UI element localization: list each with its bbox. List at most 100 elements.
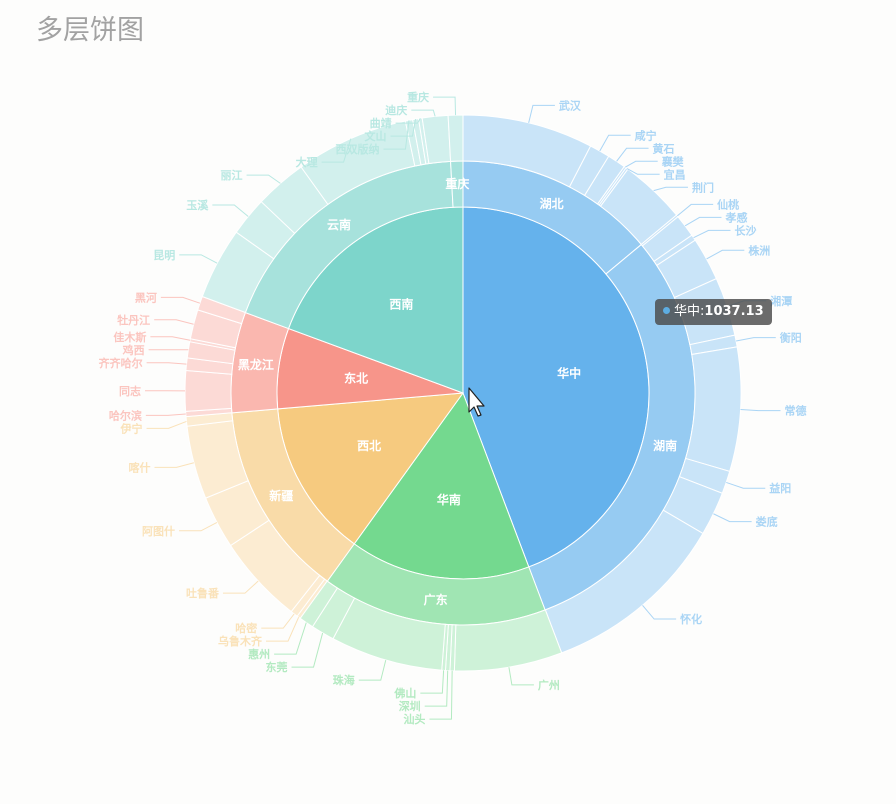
outer-leader-line-13 bbox=[726, 481, 766, 489]
outer-label-35: 黑河 bbox=[135, 290, 157, 304]
tooltip-series-dot bbox=[663, 307, 670, 314]
outer-label-22: 惠州 bbox=[248, 647, 270, 661]
outer-label-18: 深圳 bbox=[399, 699, 421, 713]
middle-label-3: 新疆 bbox=[269, 488, 293, 503]
inner-label-1: 华南 bbox=[437, 492, 461, 507]
outer-leader-line-44 bbox=[433, 96, 457, 116]
outer-label-0: 武汉 bbox=[559, 98, 582, 112]
outer-label-44: 重庆 bbox=[407, 90, 429, 104]
outer-leader-line-17 bbox=[429, 670, 453, 720]
outer-leader-line-34 bbox=[154, 319, 194, 325]
outer-label-2: 黄石 bbox=[653, 141, 675, 155]
outer-label-16: 广州 bbox=[538, 678, 560, 692]
outer-leader-line-5 bbox=[653, 186, 688, 192]
outer-slice-44[interactable] bbox=[447, 114, 464, 162]
outer-label-26: 阿图什 bbox=[142, 524, 175, 538]
outer-label-38: 丽江 bbox=[221, 168, 243, 182]
middle-label-1: 湖南 bbox=[653, 438, 677, 453]
outer-label-39: 大理 bbox=[296, 155, 318, 169]
outer-leader-line-27 bbox=[154, 462, 195, 468]
outer-label-29: 哈尔滨 bbox=[109, 408, 142, 422]
outer-leader-line-18 bbox=[424, 670, 449, 707]
tooltip-name: 华中 bbox=[674, 304, 701, 319]
outer-label-1: 咸宁 bbox=[635, 128, 657, 142]
outer-leader-line-20 bbox=[358, 659, 387, 681]
outer-leader-line-40 bbox=[383, 120, 410, 150]
outer-leader-line-37 bbox=[212, 204, 249, 217]
outer-slice-30[interactable] bbox=[184, 369, 233, 412]
outer-leader-line-1 bbox=[599, 134, 631, 152]
outer-label-3: 襄樊 bbox=[661, 154, 685, 168]
outer-label-31: 齐齐哈尔 bbox=[99, 356, 143, 370]
outer-leader-line-16 bbox=[508, 667, 534, 686]
outer-label-6: 仙桃 bbox=[717, 197, 739, 211]
outer-leader-line-3 bbox=[624, 160, 658, 168]
outer-label-15: 怀化 bbox=[680, 612, 702, 626]
outer-leader-line-2 bbox=[616, 147, 649, 162]
middle-label-4: 黑龙江 bbox=[238, 357, 274, 372]
outer-leader-line-41 bbox=[390, 118, 417, 137]
outer-leader-line-8 bbox=[693, 229, 731, 239]
outer-leader-line-28 bbox=[146, 420, 187, 429]
outer-leader-line-26 bbox=[179, 521, 218, 532]
outer-leader-line-11 bbox=[735, 337, 776, 342]
outer-label-23: 乌鲁木齐 bbox=[218, 634, 263, 648]
middle-label-0: 湖北 bbox=[540, 196, 564, 211]
middle-label-5: 云南 bbox=[327, 217, 351, 232]
outer-label-37: 玉溪 bbox=[186, 198, 209, 212]
outer-label-27: 喀什 bbox=[128, 460, 150, 474]
outer-leader-line-6 bbox=[676, 203, 714, 217]
outer-leader-line-4 bbox=[626, 168, 660, 175]
middle-label-2: 广东 bbox=[424, 592, 448, 607]
outer-label-7: 孝感 bbox=[725, 210, 748, 224]
outer-leader-line-19 bbox=[420, 670, 445, 694]
outer-label-10: 湘潭 bbox=[770, 294, 792, 308]
outer-label-8: 长沙 bbox=[734, 223, 756, 237]
outer-leader-line-31 bbox=[146, 362, 187, 365]
tooltip-value: 1037.13 bbox=[704, 304, 764, 319]
outer-label-41: 文山 bbox=[364, 129, 386, 143]
outer-label-13: 益阳 bbox=[769, 481, 791, 495]
outer-label-25: 吐鲁番 bbox=[186, 586, 220, 600]
outer-label-28: 伊宁 bbox=[120, 421, 143, 435]
outer-leader-line-23 bbox=[266, 617, 300, 642]
outer-label-36: 昆明 bbox=[153, 249, 175, 262]
outer-leader-line-35 bbox=[160, 296, 201, 304]
outer-leader-line-39 bbox=[321, 138, 352, 163]
outer-label-5: 荆门 bbox=[692, 180, 714, 194]
outer-label-24: 哈密 bbox=[235, 621, 257, 635]
inner-label-3: 东北 bbox=[344, 371, 368, 386]
middle-label-6: 重庆 bbox=[445, 176, 469, 191]
inner-label-2: 西北 bbox=[357, 438, 381, 453]
outer-leader-line-9 bbox=[706, 249, 745, 260]
outer-label-14: 娄底 bbox=[756, 515, 778, 529]
outer-label-33: 佳木斯 bbox=[113, 330, 146, 344]
outer-label-4: 宜昌 bbox=[664, 167, 686, 181]
outer-leader-line-33 bbox=[150, 336, 191, 341]
outer-label-34: 牡丹江 bbox=[117, 313, 150, 327]
outer-label-9: 株洲 bbox=[748, 243, 770, 257]
outer-label-11: 衡阳 bbox=[780, 331, 802, 345]
outer-label-19: 佛山 bbox=[393, 686, 416, 700]
outer-leader-line-43 bbox=[411, 109, 436, 117]
outer-label-17: 汕头 bbox=[403, 712, 425, 726]
outer-leader-line-24 bbox=[261, 613, 295, 629]
inner-label-0: 华中 bbox=[557, 366, 581, 381]
outer-leader-line-0 bbox=[528, 104, 555, 123]
outer-leader-line-12 bbox=[740, 409, 781, 412]
chart-title: 多层饼图 bbox=[36, 15, 144, 46]
outer-leader-line-42 bbox=[395, 118, 421, 124]
outer-leader-line-22 bbox=[274, 622, 307, 655]
outer-leader-line-7 bbox=[684, 216, 722, 227]
outer-label-32: 鸡西 bbox=[122, 343, 145, 357]
outer-label-40: 西双版纳 bbox=[335, 142, 379, 156]
outer-label-42: 曲靖 bbox=[370, 116, 392, 130]
inner-label-4: 西南 bbox=[389, 296, 413, 311]
outer-label-21: 东莞 bbox=[266, 660, 288, 674]
outer-label-30: 同志 bbox=[119, 384, 141, 398]
outer-leader-line-29 bbox=[145, 413, 186, 416]
outer-leader-line-38 bbox=[246, 174, 281, 184]
outer-leader-line-36 bbox=[179, 254, 218, 264]
outer-leader-line-14 bbox=[713, 513, 752, 523]
